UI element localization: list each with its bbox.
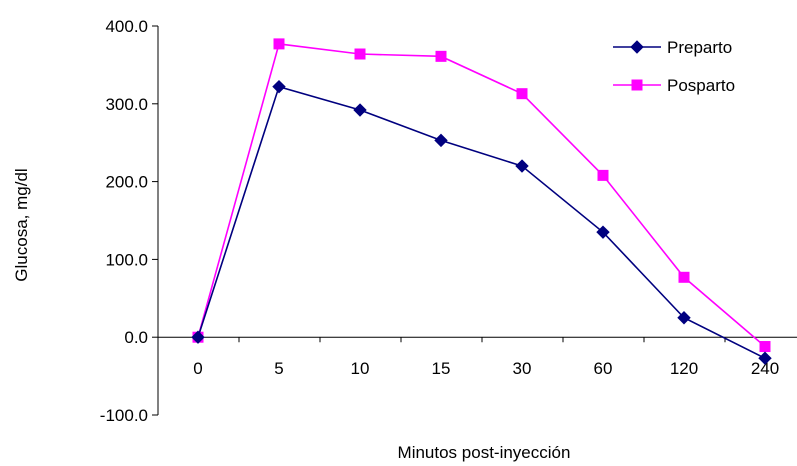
data-point-preparto <box>596 225 610 239</box>
data-point-posparto <box>273 38 285 50</box>
legend-marker-posparto <box>631 79 643 91</box>
series-layer <box>191 38 772 365</box>
x-tick-label: 5 <box>274 359 283 378</box>
y-tick-label: 0.0 <box>124 328 148 347</box>
legend-item-preparto: Preparto <box>613 38 732 57</box>
data-point-preparto <box>191 330 205 344</box>
x-tick-label: 0 <box>193 359 202 378</box>
data-point-posparto <box>354 48 366 60</box>
series-line-preparto <box>197 85 766 359</box>
x-tick-label: 240 <box>751 359 779 378</box>
x-axis-label: Minutos post-inyección <box>398 443 571 462</box>
data-point-posparto <box>678 271 690 283</box>
legend-label: Posparto <box>667 76 735 95</box>
x-tick-label: 60 <box>594 359 613 378</box>
data-point-posparto <box>516 88 528 100</box>
legend: Preparto Posparto <box>613 38 735 95</box>
data-point-posparto <box>759 341 771 353</box>
data-point-preparto <box>434 133 448 148</box>
data-point-preparto <box>677 311 691 325</box>
data-point-preparto <box>353 103 367 117</box>
y-tick-label: 300.0 <box>105 95 148 114</box>
x-tick-label: 120 <box>670 359 698 378</box>
series-line-posparto <box>197 43 766 348</box>
legend-label: Preparto <box>667 38 732 57</box>
data-point-posparto <box>435 50 447 62</box>
y-tick-label: 200.0 <box>105 173 148 192</box>
data-point-preparto <box>758 351 772 365</box>
data-point-preparto <box>272 79 286 94</box>
y-tick-labels: -100.0 0.0 100.0 200.0 300.0 400.0 <box>100 17 148 425</box>
legend-item-posparto: Posparto <box>613 76 735 95</box>
y-tick-label: -100.0 <box>100 406 148 425</box>
series-posparto <box>192 38 771 353</box>
data-point-posparto <box>597 169 609 181</box>
data-point-preparto <box>515 159 529 173</box>
x-tick-label: 30 <box>513 359 532 378</box>
legend-marker-preparto <box>630 40 644 54</box>
chart-axes <box>152 25 797 416</box>
y-tick-label: 400.0 <box>105 17 148 36</box>
y-axis-label: Glucosa, mg/dl <box>12 168 31 281</box>
x-tick-labels: 0 5 10 15 30 60 120 240 <box>193 359 779 378</box>
y-tick-label: 100.0 <box>105 250 148 269</box>
x-tick-label: 15 <box>432 359 451 378</box>
series-preparto <box>191 79 772 365</box>
x-tick-label: 10 <box>351 359 370 378</box>
